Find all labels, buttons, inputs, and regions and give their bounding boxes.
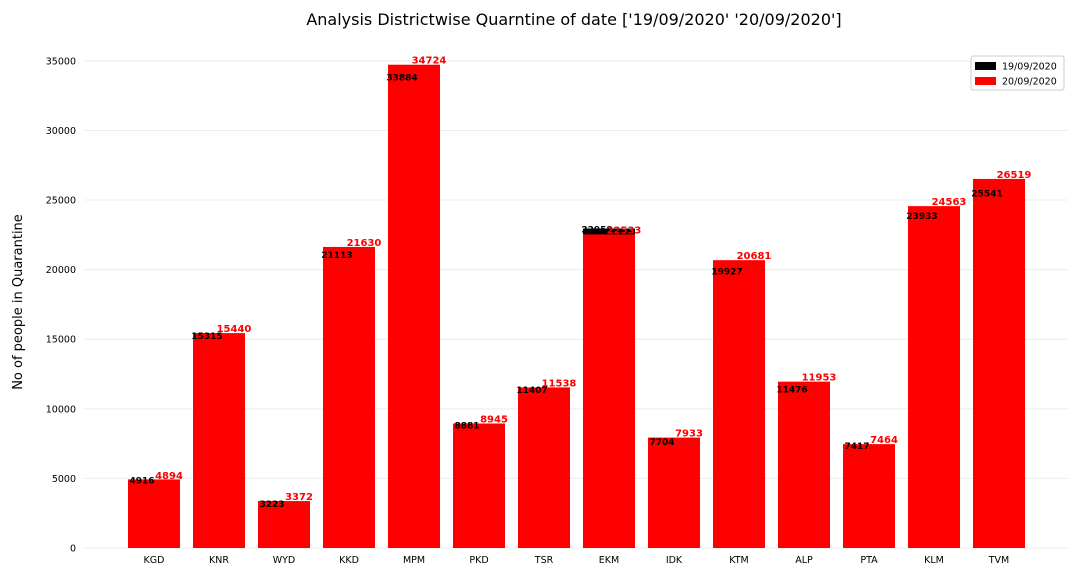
data-label-series-1: 11476 bbox=[776, 385, 807, 395]
data-label-series-1: 33884 bbox=[386, 73, 417, 83]
data-label-series-1: 8881 bbox=[454, 421, 479, 431]
x-ticks: KGD KNR WYD KKD MPM PKD TSR EKM IDK KTM ALP PTA KLM T… bbox=[144, 555, 1010, 566]
data-label-series-1: 4916 bbox=[129, 477, 154, 487]
data-label-series-1: 11407 bbox=[516, 386, 547, 396]
data-label-series-1: 7704 bbox=[649, 438, 674, 448]
bar-mpm-series-2 bbox=[388, 64, 440, 549]
x-tick-label: MPM bbox=[403, 555, 425, 566]
bar-idk-series-2 bbox=[648, 437, 700, 548]
data-label-series-2: 11953 bbox=[802, 373, 837, 384]
bar-pta-series-2 bbox=[843, 444, 895, 548]
y-axis-label: No of people in Quarantine bbox=[11, 214, 26, 390]
bar-alp-series-2 bbox=[778, 381, 830, 548]
bar-kgd-series-2 bbox=[128, 479, 180, 548]
bars bbox=[128, 64, 1025, 549]
bar-ekm-series-2 bbox=[583, 234, 635, 549]
data-label-series-2: 22533 bbox=[607, 225, 642, 236]
data-label-series-1: 25541 bbox=[971, 190, 1002, 200]
legend: 19/09/2020 20/09/2020 bbox=[970, 55, 1065, 91]
legend-entry: 19/09/2020 bbox=[1002, 62, 1057, 73]
x-tick-label: WYD bbox=[273, 555, 296, 566]
grid-layer bbox=[84, 60, 1068, 549]
bar-tsr-series-2 bbox=[518, 387, 570, 548]
chart-title: Analysis Districtwise Quarntine of date … bbox=[306, 10, 841, 29]
data-label-series-1: 7417 bbox=[844, 442, 869, 452]
data-label-series-2: 26519 bbox=[997, 170, 1032, 181]
x-tick-label: TVM bbox=[988, 555, 1010, 566]
y-tick-label: 30000 bbox=[46, 126, 76, 137]
x-tick-label: KGD bbox=[144, 555, 165, 566]
legend-swatch bbox=[975, 62, 996, 70]
data-label-series-2: 7933 bbox=[675, 429, 703, 440]
x-tick-label: TSR bbox=[534, 555, 554, 566]
legend-entry: 20/09/2020 bbox=[1002, 77, 1057, 88]
y-tick-label: 5000 bbox=[52, 474, 76, 485]
x-tick-label: EKM bbox=[599, 555, 619, 566]
data-label-series-2: 3372 bbox=[285, 492, 313, 503]
x-tick-label: KNR bbox=[209, 555, 229, 566]
data-label-series-1: 19927 bbox=[711, 268, 742, 278]
bar-kkd-series-2 bbox=[323, 246, 375, 548]
x-tick-label: KKD bbox=[339, 555, 359, 566]
data-label-series-2: 15440 bbox=[217, 324, 252, 335]
data-label-series-2: 11538 bbox=[542, 378, 577, 389]
y-tick-label: 25000 bbox=[46, 196, 76, 207]
data-label-series-2: 8945 bbox=[480, 415, 508, 426]
data-label-series-1: 23933 bbox=[906, 212, 937, 222]
data-label-series-1: 21113 bbox=[321, 251, 352, 261]
y-tick-label: 0 bbox=[70, 544, 76, 555]
bar-knr-series-2 bbox=[193, 333, 245, 548]
y-ticks: 0 5000 10000 15000 20000 25000 30000 35000 bbox=[46, 56, 76, 554]
data-label-series-2: 7464 bbox=[870, 435, 898, 446]
bar-ktm-series-2 bbox=[713, 260, 765, 548]
bar-pkd-series-2 bbox=[453, 423, 505, 548]
y-tick-label: 20000 bbox=[46, 265, 76, 276]
data-label-series-2: 21630 bbox=[347, 238, 382, 249]
y-tick-label: 35000 bbox=[46, 56, 76, 67]
data-label-series-2: 4894 bbox=[155, 471, 183, 482]
data-label-series-1: 3223 bbox=[259, 500, 284, 510]
x-tick-label: ALP bbox=[795, 555, 813, 566]
bar-wyd-series-2 bbox=[258, 501, 310, 548]
bar-klm-series-2 bbox=[908, 206, 960, 548]
bar-tvm-series-2 bbox=[973, 178, 1025, 549]
data-label-series-1: 15315 bbox=[191, 332, 222, 342]
data-label-series-1: 22958 bbox=[581, 225, 612, 235]
data-label-series-2: 24563 bbox=[932, 197, 967, 208]
x-tick-label: KLM bbox=[924, 555, 944, 566]
y-tick-label: 10000 bbox=[46, 404, 76, 415]
x-tick-label: PKD bbox=[469, 555, 488, 566]
data-label-series-2: 34724 bbox=[412, 56, 447, 67]
x-tick-label: KTM bbox=[729, 555, 749, 566]
y-tick-label: 15000 bbox=[46, 335, 76, 346]
data-label-series-2: 20681 bbox=[737, 251, 772, 262]
x-tick-label: PTA bbox=[860, 555, 878, 566]
legend-swatch bbox=[975, 77, 996, 85]
x-tick-label: IDK bbox=[666, 555, 683, 566]
